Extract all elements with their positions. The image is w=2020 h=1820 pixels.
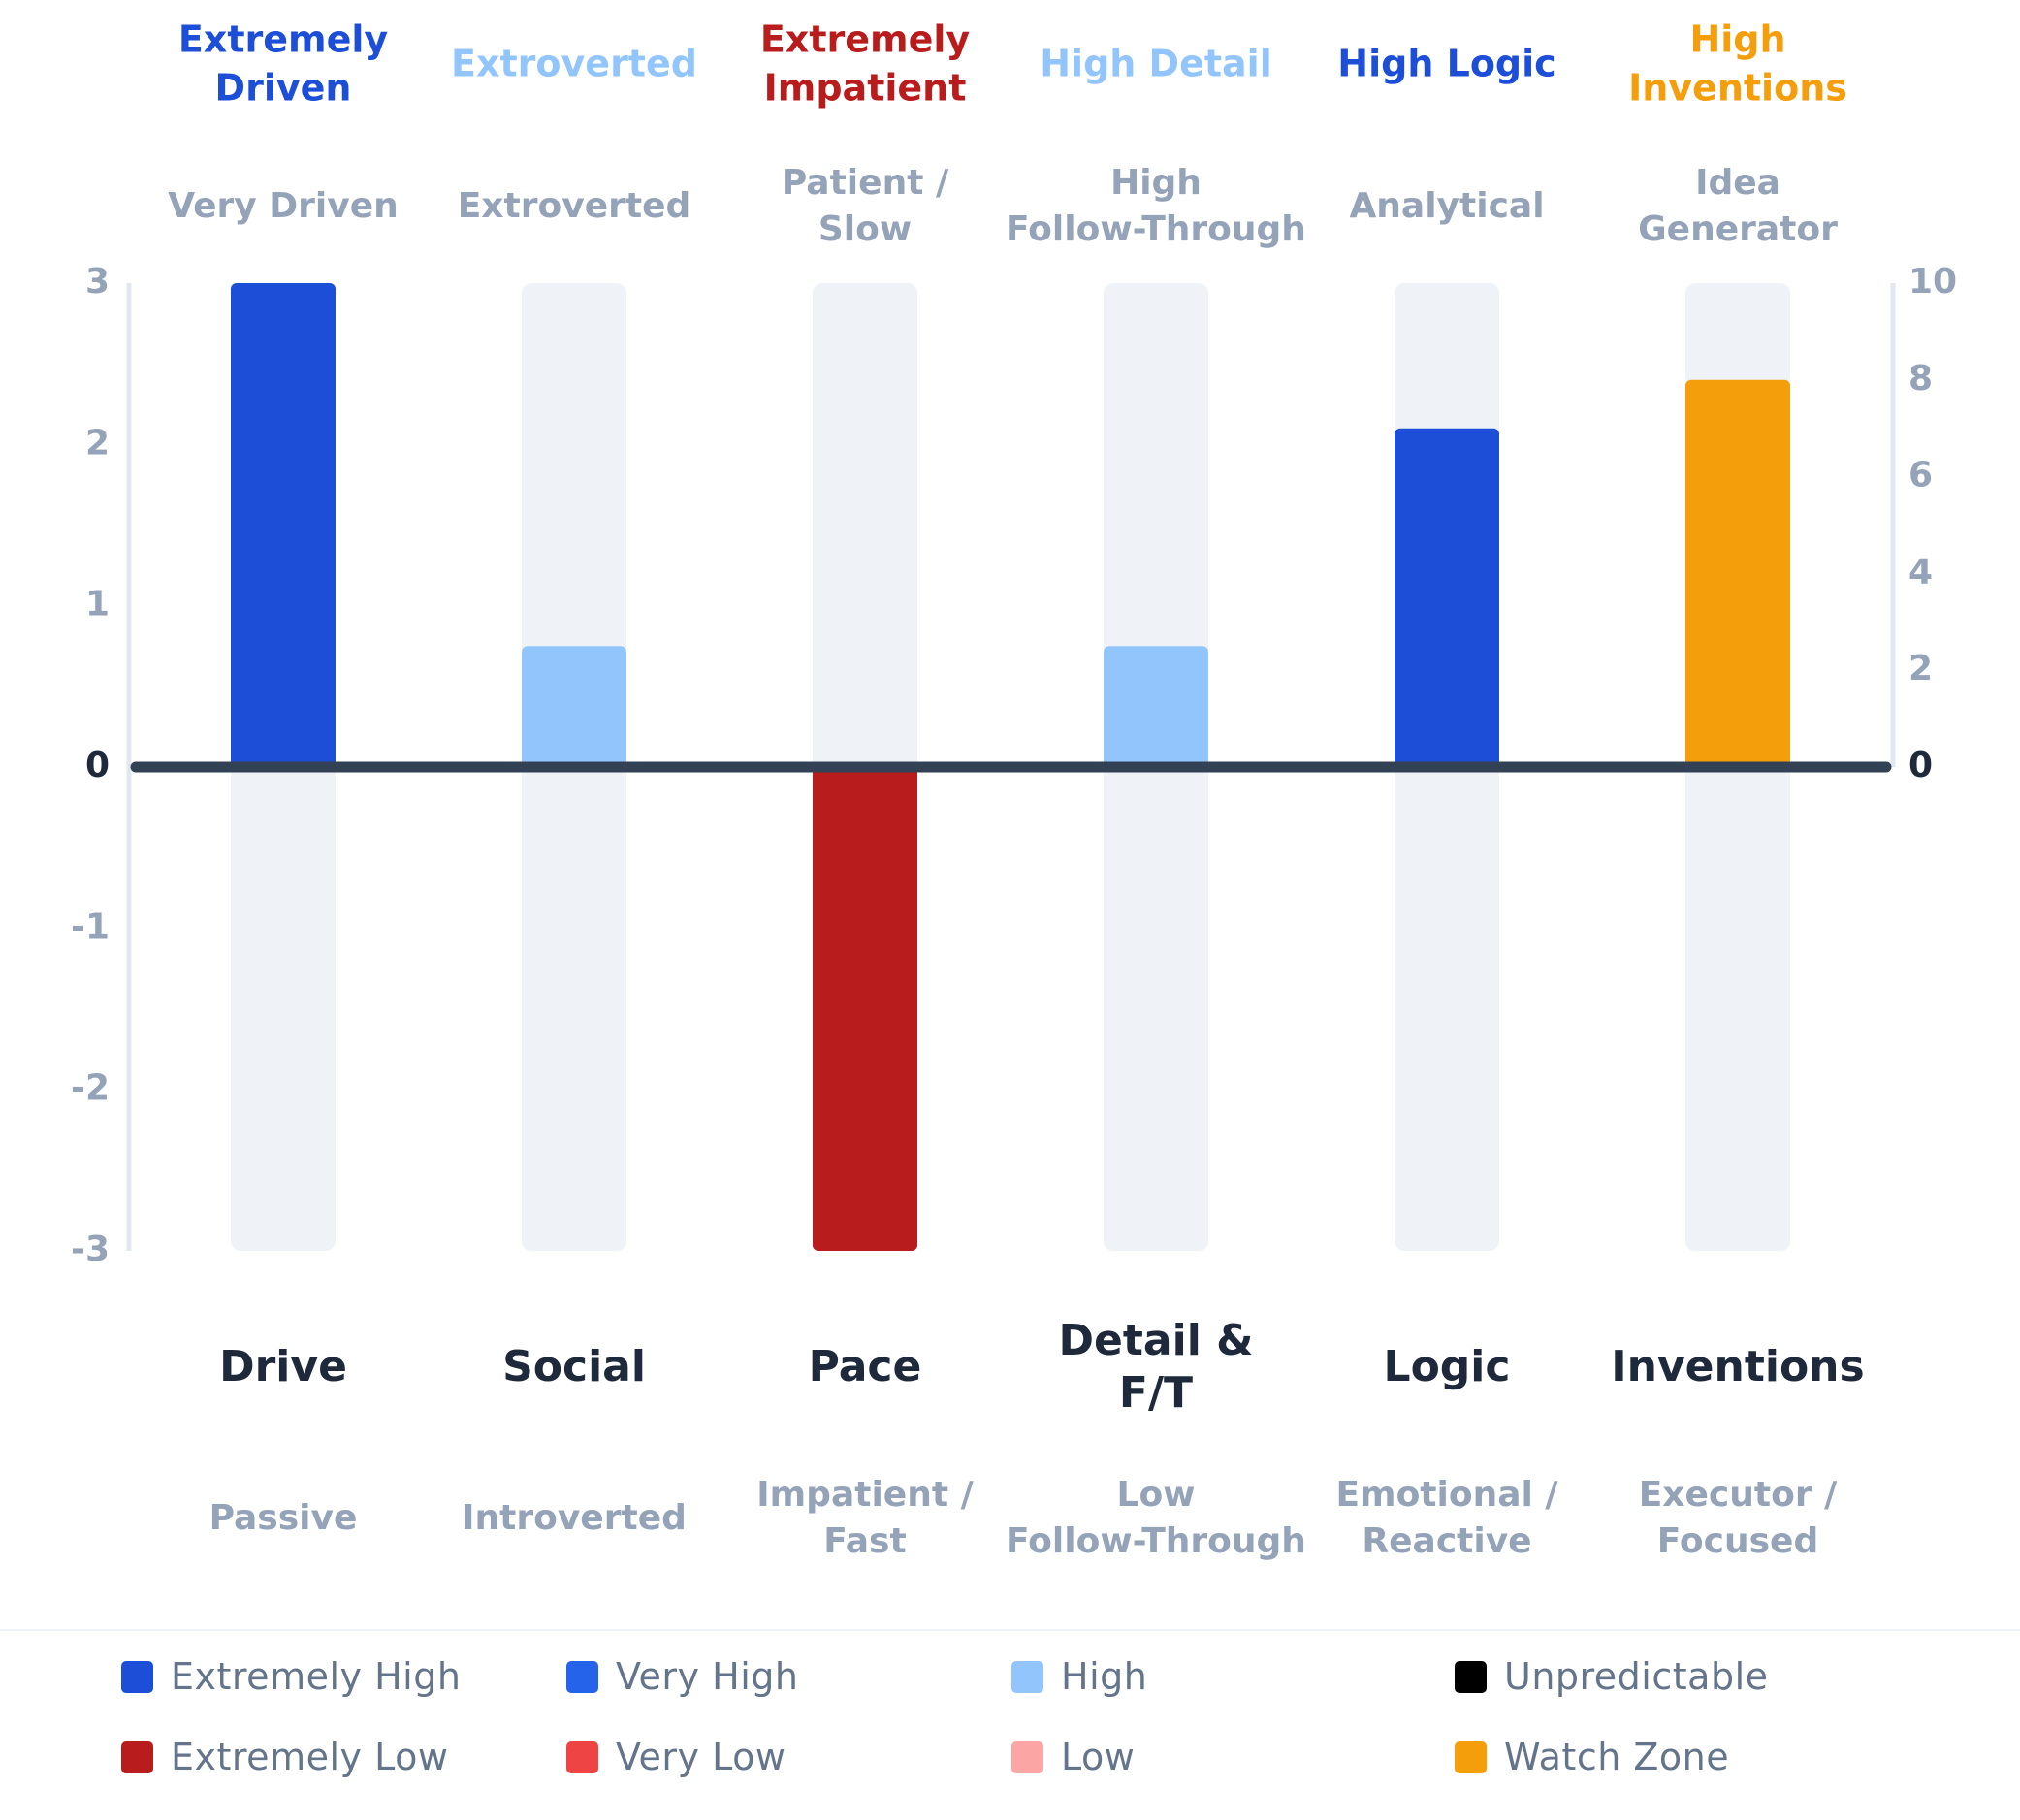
legend-label: Low [1061, 1736, 1136, 1778]
legend-item-very-low: Very Low [566, 1736, 786, 1778]
legend-item-watch-zone: Watch Zone [1455, 1736, 1729, 1778]
y-tick-left: -2 [71, 1069, 110, 1108]
legend: Extremely High Very High High Unpredicta… [0, 1629, 2020, 1820]
y-tick-left: -1 [71, 907, 110, 946]
y-tick-right: 2 [1908, 649, 1933, 688]
bar [1104, 646, 1208, 767]
legend-item-high: High [1011, 1655, 1147, 1698]
high-pole-label: High Follow-Through [1006, 163, 1306, 249]
low-pole-label: Emotional / Reactive [1335, 1475, 1558, 1561]
legend-swatch [1011, 1660, 1043, 1693]
legend-label: High [1061, 1655, 1148, 1698]
legend-swatch [566, 1660, 598, 1693]
bar [231, 283, 336, 767]
category-label: Social [502, 1342, 646, 1391]
high-pole-label: Very Driven [168, 186, 399, 226]
category-label: Inventions [1611, 1342, 1864, 1391]
bars [231, 283, 1790, 1251]
legend-swatch [121, 1660, 153, 1693]
y-tick-right: 0 [1908, 746, 1933, 785]
top-descriptor-label: Extroverted [451, 43, 697, 85]
bar [522, 646, 626, 767]
legend-item-low: Low [1011, 1736, 1135, 1778]
legend-swatch [1455, 1660, 1487, 1693]
legend-item-extremely-high: Extremely High [121, 1655, 461, 1698]
y-tick-left: 2 [85, 423, 110, 463]
y-tick-right: 4 [1908, 552, 1933, 591]
bar [1685, 379, 1790, 767]
legend-swatch [1011, 1740, 1043, 1773]
bar [1395, 428, 1499, 767]
legend-swatch [1455, 1740, 1487, 1773]
low-pole-label: Passive [209, 1498, 358, 1538]
low-pole-label: Impatient / Fast [756, 1475, 974, 1561]
y-tick-left: 0 [85, 746, 110, 785]
legend-label: Very High [616, 1655, 799, 1698]
category-label: Detail & F/T [1059, 1316, 1254, 1418]
legend-swatch [566, 1740, 598, 1773]
high-pole-label: Analytical [1349, 186, 1544, 226]
y-tick-right: 6 [1908, 456, 1933, 495]
legend-label: Extremely High [171, 1655, 462, 1698]
y-tick-right: 8 [1908, 359, 1933, 399]
top-descriptor-label: Extremely Impatient [760, 18, 971, 110]
low-pole-label: Executor / Focused [1639, 1475, 1838, 1561]
labels: Extremely Driven Very Driven Drive Passive Ex… [168, 18, 1864, 1562]
category-label: Pace [809, 1342, 922, 1391]
high-pole-label: Idea Generator [1638, 163, 1838, 249]
high-pole-label: Extroverted [458, 186, 691, 226]
bar [813, 767, 917, 1251]
y-tick-left: 3 [85, 262, 110, 302]
y-tick-left: -3 [71, 1229, 110, 1269]
top-descriptor-label: High Logic [1337, 43, 1555, 85]
legend-item-very-high: Very High [566, 1655, 798, 1698]
legend-label: Very Low [616, 1736, 786, 1778]
legend-label: Extremely Low [171, 1736, 449, 1778]
legend-label: Unpredictable [1504, 1655, 1769, 1698]
category-label: Logic [1384, 1342, 1511, 1391]
category-label: Drive [219, 1342, 347, 1391]
top-descriptor-label: High Inventions [1628, 18, 1847, 110]
top-descriptor-label: High Detail [1040, 43, 1272, 85]
y-tick-right: 10 [1908, 262, 1957, 302]
high-pole-label: Patient / Slow [782, 163, 949, 249]
top-descriptor-label: Extremely Driven [178, 18, 389, 110]
low-pole-label: Low Follow-Through [1006, 1475, 1306, 1561]
low-pole-label: Introverted [462, 1498, 687, 1538]
legend-label: Watch Zone [1504, 1736, 1730, 1778]
legend-item-extremely-low: Extremely Low [121, 1736, 448, 1778]
legend-item-unpredictable: Unpredictable [1455, 1655, 1769, 1698]
y-tick-left: 1 [85, 585, 110, 624]
legend-swatch [121, 1740, 153, 1773]
